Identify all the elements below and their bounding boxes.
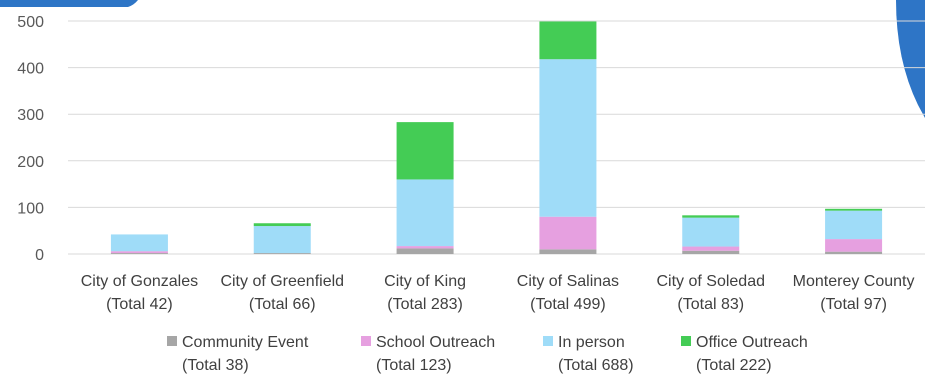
top-left-decoration xyxy=(0,0,138,7)
category-total-label: (Total 97) xyxy=(820,296,887,313)
bar-segment xyxy=(110,234,168,252)
legend: Community Event (Total 38) School Outreach… xyxy=(167,334,808,374)
category-label: Monterey County xyxy=(793,273,915,290)
legend-label: In person xyxy=(558,334,625,351)
y-tick-label: 0 xyxy=(35,247,44,264)
bar-segment xyxy=(682,215,740,218)
y-tick-label: 400 xyxy=(17,61,44,78)
y-tick-label: 100 xyxy=(17,200,44,217)
legend-total-label: (Total 688) xyxy=(558,357,634,374)
y-axis-tick-labels: 0 100 200 300 400 500 xyxy=(17,14,44,264)
category-total-label: (Total 83) xyxy=(677,296,744,313)
bar-segment xyxy=(825,251,883,254)
category-label: City of King xyxy=(384,273,466,290)
bar-segment xyxy=(539,21,597,60)
legend-total-label: (Total 222) xyxy=(696,357,772,374)
category-total-label: (Total 42) xyxy=(106,296,173,313)
bar-segment xyxy=(682,217,740,247)
bar-segment xyxy=(110,253,168,254)
category-label: City of Gonzales xyxy=(81,273,198,290)
bar-segment xyxy=(682,246,740,251)
bar-segment xyxy=(396,248,454,254)
bars xyxy=(110,21,883,254)
category-label: City of Soledad xyxy=(656,273,765,290)
bar-segment xyxy=(539,59,597,217)
bar-segment xyxy=(825,208,883,211)
bar-segment xyxy=(396,246,454,249)
bar-segment xyxy=(396,179,454,247)
legend-swatch xyxy=(543,336,553,346)
bar-segment xyxy=(396,122,454,180)
x-axis-category-labels: City of Gonzales (Total 42) City of Greenf… xyxy=(81,273,915,313)
bar-segment xyxy=(253,253,311,254)
bar-segment xyxy=(253,223,311,227)
right-blue-arc-decoration xyxy=(896,0,925,118)
legend-total-label: (Total 123) xyxy=(376,357,452,374)
legend-total-label: (Total 38) xyxy=(182,357,249,374)
legend-swatch xyxy=(361,336,371,346)
legend-swatch xyxy=(167,336,177,346)
bar-segment xyxy=(539,216,597,250)
bar-segment xyxy=(825,239,883,252)
legend-label: Office Outreach xyxy=(696,334,808,351)
category-label: City of Greenfield xyxy=(220,273,344,290)
bar-segment xyxy=(682,250,740,254)
bar-segment xyxy=(110,251,168,254)
legend-label: Community Event xyxy=(182,334,309,351)
y-tick-label: 200 xyxy=(17,154,44,171)
legend-label: School Outreach xyxy=(376,334,495,351)
category-total-label: (Total 66) xyxy=(249,296,316,313)
y-tick-label: 500 xyxy=(17,14,44,31)
category-total-label: (Total 499) xyxy=(530,296,606,313)
y-tick-label: 300 xyxy=(17,107,44,124)
legend-swatch xyxy=(681,336,691,346)
category-label: City of Salinas xyxy=(517,273,619,290)
category-total-label: (Total 283) xyxy=(387,296,463,313)
gridlines xyxy=(68,20,925,255)
bar-segment xyxy=(825,210,883,240)
bar-segment xyxy=(253,226,311,254)
bar-segment xyxy=(539,249,597,254)
